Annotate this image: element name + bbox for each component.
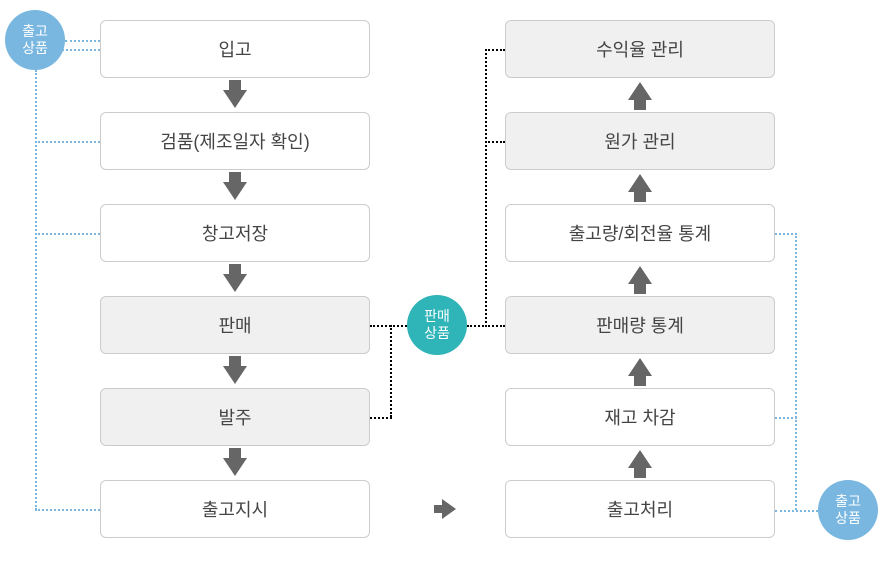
dotted-connector bbox=[370, 417, 392, 419]
dotted-connector bbox=[795, 233, 797, 510]
dotted-connector bbox=[485, 325, 505, 327]
badge-label: 판매 bbox=[424, 308, 450, 325]
node-cost-mgmt: 원가 관리 bbox=[505, 112, 775, 170]
node-stock-deduct: 재고 차감 bbox=[505, 388, 775, 446]
arrow-down-icon bbox=[223, 458, 247, 476]
node-label: 출고량/회전율 통계 bbox=[569, 220, 711, 246]
node-label: 출고지시 bbox=[202, 496, 268, 522]
node-in-stock: 입고 bbox=[100, 20, 370, 78]
dotted-connector bbox=[35, 141, 100, 143]
badge-label: 상품 bbox=[424, 325, 450, 342]
dotted-connector bbox=[775, 233, 797, 235]
node-label: 판매량 통계 bbox=[596, 312, 684, 338]
node-order: 발주 bbox=[100, 388, 370, 446]
node-label: 수익율 관리 bbox=[596, 36, 684, 62]
arrow-down-icon bbox=[223, 182, 247, 200]
badge-outgoing-bottom: 출고 상품 bbox=[818, 480, 878, 540]
node-ship-process: 출고처리 bbox=[505, 480, 775, 538]
arrow-right-icon bbox=[442, 499, 456, 519]
dotted-connector bbox=[35, 70, 37, 510]
arrow-up-icon bbox=[628, 174, 652, 192]
node-warehouse: 창고저장 bbox=[100, 204, 370, 262]
dotted-connector bbox=[35, 233, 100, 235]
node-profit-mgmt: 수익율 관리 bbox=[505, 20, 775, 78]
dotted-connector bbox=[485, 141, 505, 143]
arrow-up-icon bbox=[628, 266, 652, 284]
dotted-connector bbox=[775, 417, 797, 419]
dotted-connector bbox=[35, 509, 100, 511]
arrow-down-icon bbox=[223, 274, 247, 292]
node-label: 입고 bbox=[218, 36, 251, 62]
dotted-connector bbox=[467, 325, 487, 327]
dotted-connector bbox=[485, 49, 505, 51]
badge-label: 상품 bbox=[835, 510, 861, 527]
node-label: 출고처리 bbox=[607, 496, 673, 522]
dotted-connector bbox=[35, 49, 100, 51]
node-label: 재고 차감 bbox=[604, 404, 675, 430]
node-label: 검품(제조일자 확인) bbox=[160, 128, 309, 154]
arrow-up-icon bbox=[628, 450, 652, 468]
dotted-connector bbox=[65, 40, 100, 42]
arrow-down-icon bbox=[223, 366, 247, 384]
arrow-up-icon bbox=[628, 358, 652, 376]
node-label: 발주 bbox=[218, 404, 251, 430]
node-label: 판매 bbox=[218, 312, 251, 338]
badge-sale-center: 판매 상품 bbox=[407, 295, 467, 355]
arrow-down-icon bbox=[223, 90, 247, 108]
dotted-connector bbox=[390, 325, 392, 417]
node-ship-order: 출고지시 bbox=[100, 480, 370, 538]
dotted-connector bbox=[370, 325, 407, 327]
node-inspection: 검품(제조일자 확인) bbox=[100, 112, 370, 170]
dotted-connector bbox=[775, 510, 818, 512]
arrow-up-icon bbox=[628, 82, 652, 100]
node-ship-stats: 출고량/회전율 통계 bbox=[505, 204, 775, 262]
node-sale: 판매 bbox=[100, 296, 370, 354]
node-label: 원가 관리 bbox=[604, 128, 675, 154]
node-sales-stats: 판매량 통계 bbox=[505, 296, 775, 354]
badge-label: 출고 bbox=[835, 493, 861, 510]
dotted-connector bbox=[485, 49, 487, 327]
badge-label: 출고 bbox=[22, 23, 48, 40]
badge-outgoing-top: 출고 상품 bbox=[5, 10, 65, 70]
node-label: 창고저장 bbox=[202, 220, 268, 246]
